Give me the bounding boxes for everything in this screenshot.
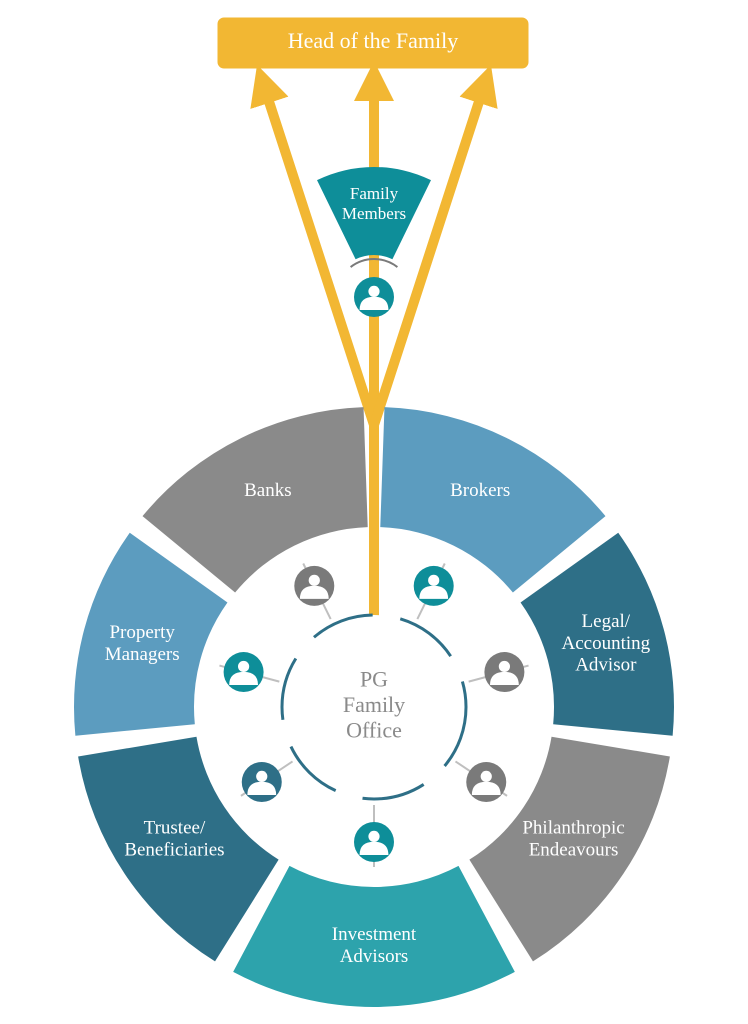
wheel-segment-label: PropertyManagers bbox=[105, 622, 180, 665]
wheel-segment-label: Banks bbox=[244, 480, 292, 501]
person-icon bbox=[354, 277, 394, 317]
wheel-segment-label: InvestmentAdvisors bbox=[332, 924, 417, 967]
family-members-label: FamilyMembers bbox=[342, 184, 406, 223]
person-icon bbox=[414, 566, 454, 606]
wheel-segment-label: Brokers bbox=[450, 480, 510, 501]
wheel-segment-label: PhilanthropicEndeavours bbox=[522, 818, 624, 861]
person-icon bbox=[484, 652, 524, 692]
head-of-family-label: Head of the Family bbox=[288, 28, 458, 53]
person-icon bbox=[242, 762, 282, 802]
family-office-diagram: Head of the Family FamilyMembers Philanthr… bbox=[0, 0, 748, 1024]
head-of-family-box: Head of the Family bbox=[218, 18, 528, 68]
person-icon bbox=[294, 566, 334, 606]
person-icon bbox=[354, 822, 394, 862]
person-icon bbox=[224, 652, 264, 692]
person-icon bbox=[466, 762, 506, 802]
